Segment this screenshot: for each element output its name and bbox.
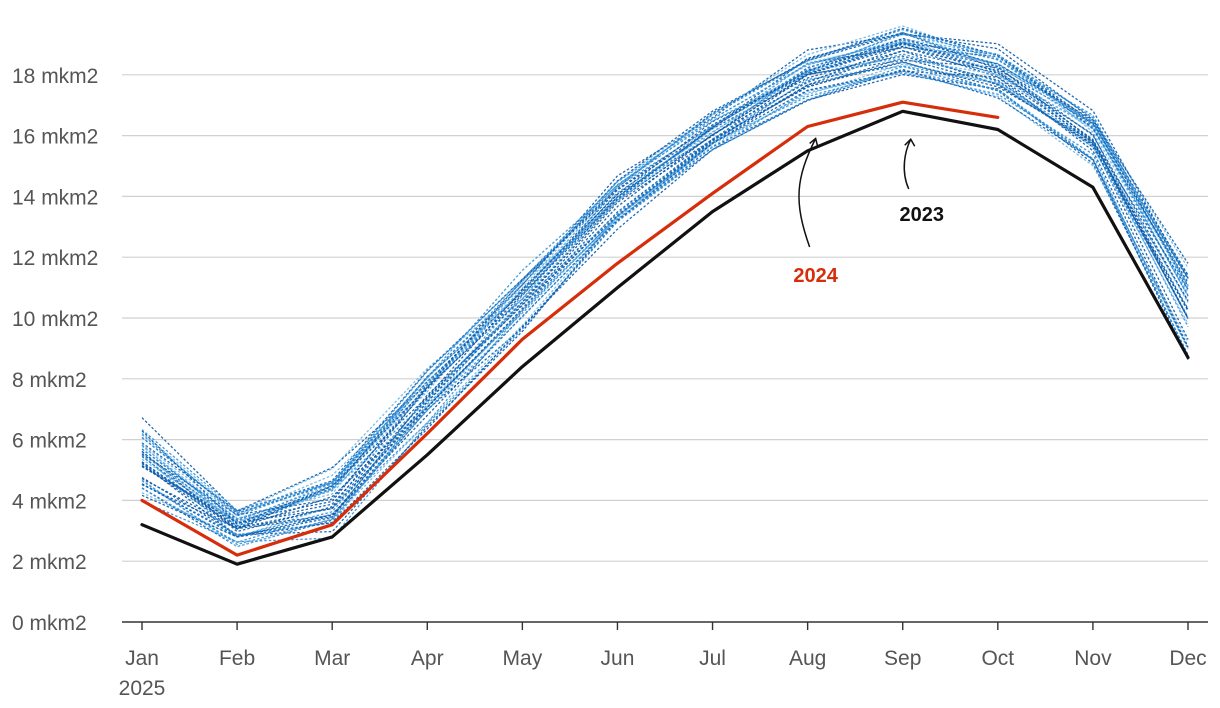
historical-series-line [141, 41, 1189, 523]
x-tick-label: Aug [789, 647, 826, 670]
historical-series-line [141, 70, 1189, 544]
historical-series-line [141, 43, 1189, 525]
y-tick-label: 12 mkm2 [12, 247, 98, 270]
annotations: 2024 2023 [793, 137, 944, 287]
x-tick-label: Jul [699, 647, 726, 670]
historical-series-line [141, 27, 1189, 513]
x-tick-label: Jan [125, 647, 159, 670]
x-tick-label: Nov [1074, 647, 1112, 670]
historical-series-line [141, 57, 1189, 530]
y-tick-label: 10 mkm2 [12, 308, 98, 331]
historical-series-line [141, 42, 1189, 529]
historical-series-line [141, 53, 1189, 537]
y-gridlines [122, 74, 1208, 562]
x-tick-label: Feb [219, 647, 255, 670]
historical-series-line [141, 63, 1189, 538]
x-tick-label: Mar [314, 647, 350, 670]
historical-series-line [141, 65, 1189, 546]
x-tick-label: Sep [884, 647, 921, 670]
historical-series-line [141, 68, 1189, 538]
y-tick-label: 4 mkm2 [12, 490, 87, 513]
historical-series-line [141, 31, 1189, 522]
historical-series-line [141, 46, 1189, 524]
y-axis-labels: 0 mkm2 2 mkm2 4 mkm2 6 mkm2 8 mkm2 10 mkm2 12 … [12, 65, 98, 635]
historical-series-line [141, 50, 1189, 530]
y-tick-label: 6 mkm2 [12, 430, 87, 453]
historical-series-line [141, 65, 1189, 536]
x-tick-label: May [503, 647, 543, 670]
annotation-arrow-2024 [798, 138, 817, 248]
annotation-arrow-2023 [903, 138, 912, 190]
x-tick-label: Jun [601, 647, 635, 670]
historical-series-line [141, 32, 1189, 512]
x-axis: Jan Feb Mar Apr May Jun Jul Aug Sep Oct Nov Dec 2025 [119, 621, 1208, 700]
series-line-2023 [140, 109, 1190, 566]
y-tick-label: 16 mkm2 [12, 126, 98, 149]
annotation-arrowhead-2023 [904, 138, 916, 147]
historical-series-line [141, 59, 1189, 529]
historical-series-line [141, 42, 1189, 516]
x-tick-label: Dec [1169, 647, 1206, 670]
historical-series-line [141, 58, 1189, 523]
highlight-series-group [140, 100, 1190, 566]
historical-series-line [141, 47, 1189, 527]
y-tick-label: 18 mkm2 [12, 65, 98, 88]
annotation-arrowhead-2024 [809, 137, 819, 147]
historical-series-line [141, 41, 1189, 522]
historical-series-line [141, 61, 1189, 528]
historical-series-line [141, 70, 1189, 538]
x-axis-year-label: 2025 [119, 677, 166, 700]
historical-series-line [141, 37, 1189, 525]
historical-series-line [141, 39, 1189, 514]
historical-series-line [141, 43, 1189, 530]
y-tick-label: 0 mkm2 [12, 612, 87, 635]
historical-series-line [141, 55, 1189, 538]
historical-series-line [141, 45, 1189, 533]
x-tick-label: Oct [981, 647, 1014, 670]
y-tick-label: 8 mkm2 [12, 369, 87, 392]
historical-series-group [141, 25, 1189, 548]
historical-series-line [141, 50, 1189, 525]
y-tick-label: 2 mkm2 [12, 551, 87, 574]
y-tick-label: 14 mkm2 [12, 186, 98, 209]
annotation-label-2023: 2023 [899, 204, 944, 226]
x-tick-label: Apr [411, 647, 444, 670]
series-line-2024 [140, 100, 1000, 557]
historical-series-line [141, 28, 1189, 512]
historical-series-line [141, 70, 1189, 548]
historical-series-line [141, 61, 1189, 536]
historical-series-line [141, 72, 1189, 543]
annotation-label-2024: 2024 [793, 265, 838, 287]
historical-series-line [141, 38, 1189, 519]
historical-series-line [141, 25, 1189, 516]
historical-series-line [141, 39, 1189, 526]
